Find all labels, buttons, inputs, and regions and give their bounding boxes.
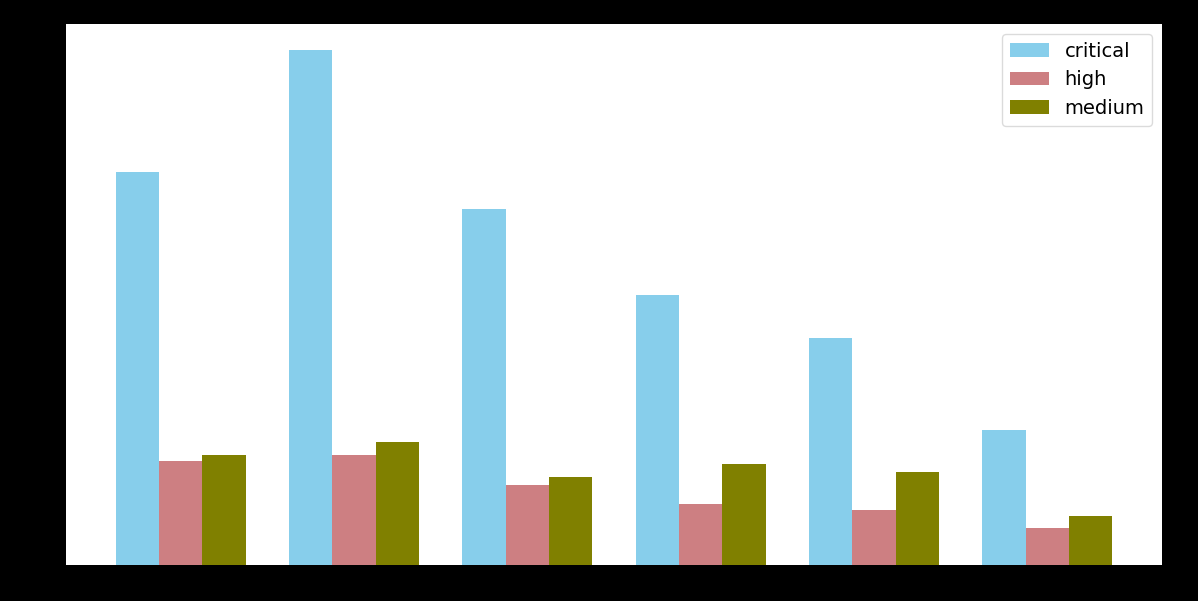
Bar bbox=[202, 454, 246, 565]
Bar bbox=[159, 461, 202, 565]
Bar bbox=[376, 442, 419, 565]
Bar bbox=[852, 510, 896, 565]
Bar bbox=[722, 465, 766, 565]
Bar bbox=[809, 338, 852, 565]
Bar bbox=[982, 430, 1025, 565]
Bar bbox=[636, 295, 679, 565]
Bar bbox=[289, 50, 332, 565]
Bar bbox=[506, 485, 549, 565]
Bar bbox=[679, 504, 722, 565]
Bar bbox=[1069, 516, 1112, 565]
Bar bbox=[462, 209, 506, 565]
Bar bbox=[1025, 528, 1069, 565]
Bar bbox=[896, 472, 939, 565]
Bar bbox=[116, 172, 159, 565]
Bar bbox=[332, 454, 376, 565]
Legend: critical, high, medium: critical, high, medium bbox=[1003, 34, 1152, 126]
Bar bbox=[549, 477, 592, 565]
